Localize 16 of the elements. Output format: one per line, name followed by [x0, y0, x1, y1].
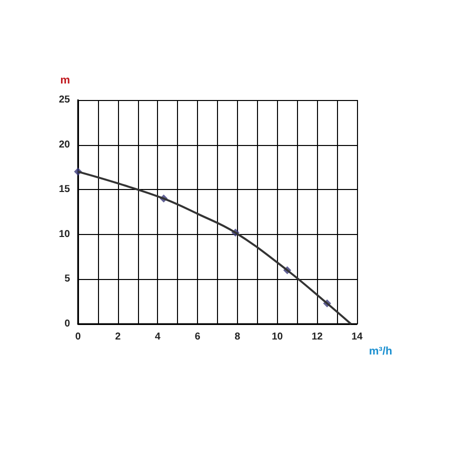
- x-axis-title: m³/h: [369, 346, 392, 358]
- x-tick-label: 12: [312, 332, 324, 342]
- y-tick-label: 0: [64, 318, 70, 330]
- x-tick-label: 14: [351, 332, 363, 342]
- x-tick-label: 2: [115, 332, 122, 342]
- y-tick-label: 15: [58, 184, 70, 196]
- y-tick-label: 20: [58, 139, 70, 150]
- x-tick-label: 6: [194, 332, 201, 342]
- x-tick-label: 10: [272, 332, 284, 342]
- y-tick-label: 5: [64, 274, 70, 285]
- y-axis-title: m: [60, 74, 70, 86]
- x-tick-label: 0: [75, 332, 82, 342]
- y-tick-label: 25: [58, 94, 70, 106]
- x-tick-label: 8: [234, 332, 241, 342]
- x-tick-label: 4: [154, 332, 161, 342]
- y-tick-label: 10: [58, 228, 70, 240]
